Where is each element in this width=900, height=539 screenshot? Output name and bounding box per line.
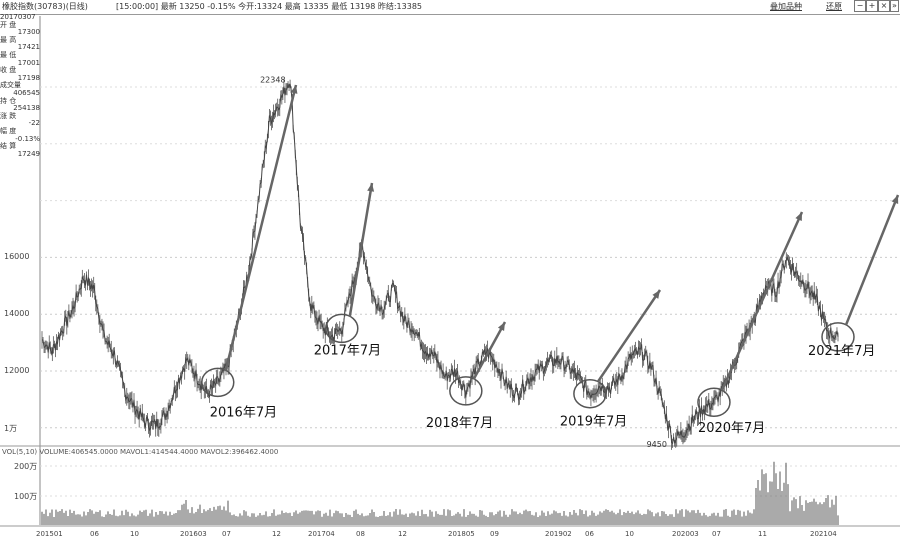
x-tick-label: 201704	[308, 530, 335, 538]
annotation-circle	[200, 367, 235, 398]
minus-icon[interactable]: −	[854, 0, 866, 12]
info-value: 17249	[17, 149, 40, 158]
info-label: 最 低	[0, 50, 17, 59]
x-tick-label: 12	[398, 530, 407, 538]
info-value: 17300	[17, 28, 40, 37]
trend-arrow-line	[224, 84, 298, 371]
info-value: 17198	[17, 73, 40, 82]
x-tick-label: 201603	[180, 530, 207, 538]
x-tick-label: 201501	[36, 530, 63, 538]
volume-axis-label: 200万	[14, 462, 37, 471]
volume-header: VOL(5,10) VOLUME:406545.0000 MAVOL1:4145…	[2, 448, 279, 456]
x-tick-label: 201805	[448, 530, 475, 538]
annotation-label: 2020年7月	[698, 421, 765, 436]
info-label: 结 算	[0, 142, 17, 151]
info-label: 持 仓	[0, 96, 17, 105]
plus-icon[interactable]: +	[866, 0, 878, 12]
x-tick-label: 09	[490, 530, 499, 538]
autoscale-button[interactable]: 还原	[826, 2, 842, 11]
trend-arrow-head	[652, 290, 660, 299]
x-tick-label: 08	[356, 530, 365, 538]
info-value: -0.13%	[15, 134, 40, 143]
trend-arrow-head	[290, 85, 298, 94]
x-tick-label: 10	[625, 530, 634, 538]
x-tick-label: 201902	[545, 530, 572, 538]
info-label: 开 盘	[0, 20, 17, 29]
x-tick-label: 202104	[810, 530, 837, 538]
volume-axis-label: 100万	[14, 492, 37, 501]
info-label: 最 高	[0, 35, 17, 44]
x-tick-label: 06	[585, 530, 594, 538]
info-label: 收 盘	[0, 66, 17, 75]
info-value: 17421	[17, 43, 40, 52]
annotation-label: 2016年7月	[210, 405, 277, 420]
info-label: 涨 跌	[0, 111, 17, 120]
info-panel: 20170307 开 盘 17300 最 高 17421 最 低 17001 收 盘 1719…	[0, 13, 40, 158]
y-tick-label: 12000	[4, 366, 30, 375]
overlay-button[interactable]: 叠加品种	[770, 2, 802, 11]
trend-arrow-line	[472, 321, 507, 380]
x-tick-label: 202003	[672, 530, 699, 538]
info-label: 幅 度	[0, 126, 17, 135]
trend-arrow-line	[720, 211, 804, 391]
x-tick-label: 10	[130, 530, 139, 538]
x-tick-label: 07	[712, 530, 721, 538]
scroll-icon[interactable]: »	[890, 0, 899, 12]
chart-toolbar: 橡胶指数(30783)(日线) [15:00:00] 最新 13250 -0.1…	[0, 0, 900, 15]
trend-arrow-line	[596, 289, 662, 383]
annotation-circle	[573, 378, 607, 409]
max-price-label: 22348	[260, 75, 285, 84]
annotation-circle	[325, 313, 359, 344]
info-date: 20170307	[0, 13, 36, 21]
y-tick-label: 14000	[4, 309, 30, 319]
annotation-label: 2018年7月	[426, 416, 493, 431]
x-tick-label: 07	[222, 530, 231, 538]
annotation-label: 2019年7月	[560, 415, 627, 430]
annotation-label: 2021年7月	[808, 344, 875, 359]
info-value: 17001	[17, 58, 40, 67]
info-value: 406545	[13, 88, 40, 97]
trend-arrow-head	[497, 322, 505, 331]
price-line	[41, 82, 839, 445]
annotation-circle	[821, 322, 855, 352]
y-tick-label: 1万	[4, 423, 18, 433]
annotation-circle	[697, 387, 731, 417]
chart-title: 橡胶指数(30783)(日线)	[2, 2, 88, 11]
x-tick-label: 12	[272, 530, 281, 538]
trend-arrow-head	[367, 183, 375, 192]
trend-arrow-head	[795, 212, 802, 221]
info-value: 254138	[13, 104, 40, 113]
x-tick-label: 11	[758, 530, 767, 538]
trend-arrow-head	[891, 195, 899, 204]
min-price-label: 9450	[647, 440, 667, 449]
x-tick-label: 06	[90, 530, 99, 538]
annotation-label: 2017年7月	[314, 343, 381, 358]
trend-arrow-line	[844, 194, 900, 326]
trend-arrow-line	[348, 182, 374, 317]
info-value: -22	[28, 119, 40, 128]
info-label: 成交量	[0, 81, 21, 90]
annotation-circle	[449, 376, 483, 406]
y-tick-label: 16000	[4, 252, 30, 262]
quote-line: [15:00:00] 最新 13250 -0.15% 今开:13324 最高 1…	[116, 2, 422, 11]
close-icon[interactable]: ×	[878, 0, 890, 12]
